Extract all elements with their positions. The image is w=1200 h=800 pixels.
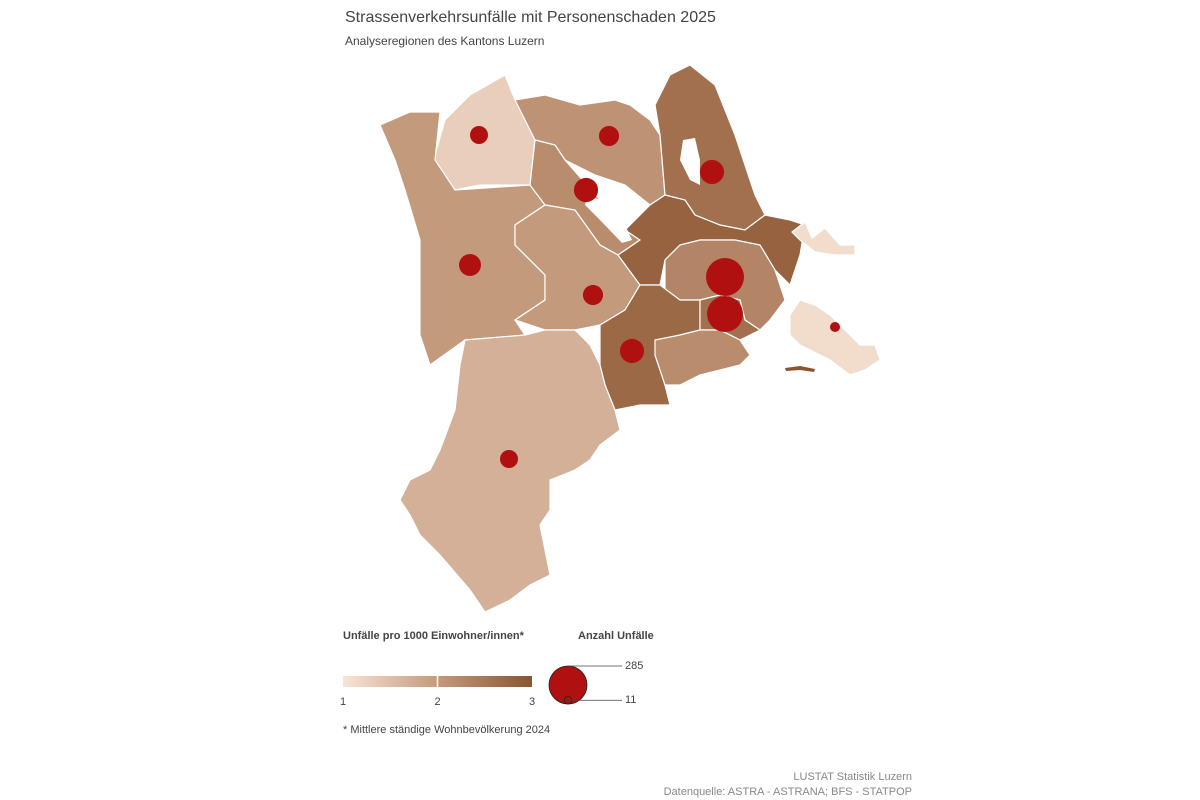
shore <box>785 366 815 372</box>
regions <box>379 64 881 613</box>
bubbles <box>459 125 841 469</box>
bubble <box>707 296 743 332</box>
subtitle: Analyseregionen des Kantons Luzern <box>345 34 544 48</box>
footnote: * Mittlere ständige Wohnbevölkerung 2024 <box>343 724 550 736</box>
bubble <box>619 338 645 364</box>
bubble <box>573 177 599 203</box>
bubble <box>699 159 725 185</box>
tick-label: 2 <box>434 696 440 708</box>
source-publisher: LUSTAT Statistik Luzern <box>793 771 912 783</box>
color-legend-title: Unfälle pro 1000 Einwohner/innen* <box>343 630 525 642</box>
lake <box>585 195 632 243</box>
bubble <box>469 125 489 145</box>
tick-label: 1 <box>340 696 346 708</box>
bubble-legend-title: Anzahl Unfälle <box>578 630 654 642</box>
bubble <box>598 125 620 147</box>
source-data: Datenquelle: ASTRA - ASTRANA; BFS - STAT… <box>664 786 912 798</box>
color-legend: 1 2 3 <box>340 676 535 708</box>
tick-label: 3 <box>529 696 535 708</box>
legend-label: 285 <box>625 660 643 672</box>
bubble <box>459 254 481 276</box>
region <box>654 329 751 386</box>
bubble <box>582 284 604 306</box>
bubble <box>706 258 744 296</box>
legend-label: 11 <box>625 694 636 706</box>
bubble <box>499 449 519 469</box>
region <box>789 299 881 376</box>
bubble-legend: 285 11 <box>548 660 643 706</box>
title: Strassenverkehrsunfälle mit Personenscha… <box>345 9 716 26</box>
bubble <box>829 321 841 333</box>
region <box>399 329 621 613</box>
region <box>791 221 856 256</box>
lake <box>680 138 700 185</box>
